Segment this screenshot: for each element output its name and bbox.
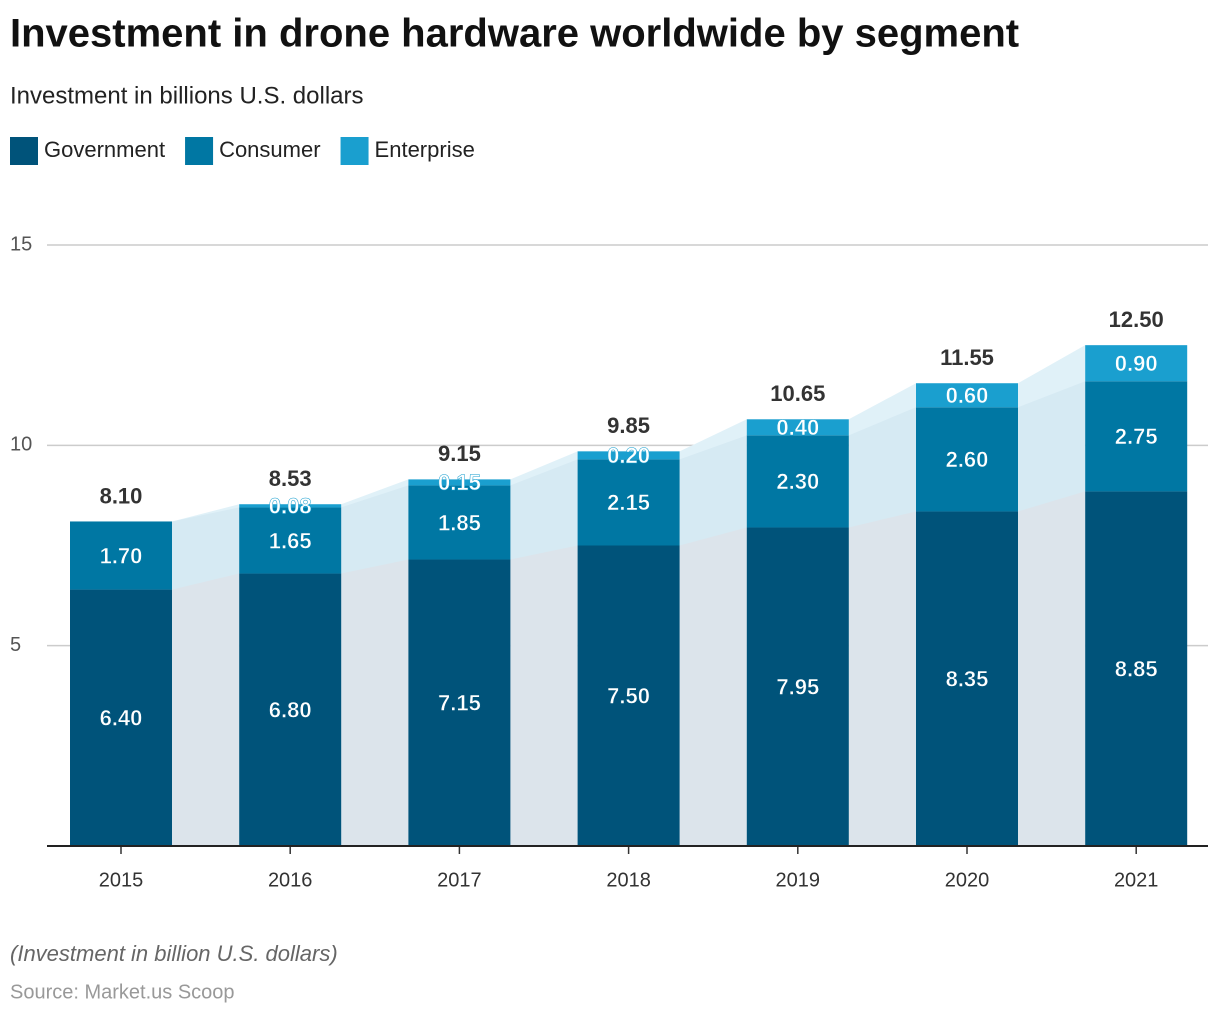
bar-segment bbox=[70, 521, 172, 590]
total-label: 12.50 bbox=[1109, 307, 1164, 332]
legend-swatch bbox=[10, 137, 38, 165]
chart-title: Investment in drone hardware worldwide b… bbox=[10, 12, 1019, 56]
x-tick-label: 2019 bbox=[776, 869, 821, 891]
bar-segment bbox=[916, 511, 1018, 846]
bar-segment bbox=[916, 383, 1018, 408]
value-label: 6.80 bbox=[269, 698, 312, 723]
total-label: 9.15 bbox=[438, 441, 481, 466]
connector-area bbox=[172, 573, 240, 846]
value-label: 2.60 bbox=[946, 447, 989, 472]
bar-segment bbox=[916, 407, 1018, 512]
bar-segment bbox=[408, 485, 511, 560]
value-label: 2.75 bbox=[1115, 424, 1158, 449]
total-label: 9.85 bbox=[607, 413, 650, 438]
x-tick-label: 2021 bbox=[1114, 869, 1159, 891]
value-label: 8.35 bbox=[946, 667, 989, 692]
x-tick-label: 2018 bbox=[606, 869, 651, 891]
y-tick-label: 10 bbox=[10, 434, 32, 456]
legend-label: Consumer bbox=[219, 137, 320, 162]
connector-area bbox=[679, 527, 747, 846]
value-label: 7.15 bbox=[438, 691, 481, 716]
connector-area bbox=[848, 511, 916, 846]
value-label: 0.40 bbox=[776, 415, 819, 440]
value-label: 7.95 bbox=[776, 675, 819, 700]
bar-segment bbox=[746, 419, 849, 436]
value-label: 7.50 bbox=[607, 684, 650, 709]
bar-segment bbox=[577, 451, 680, 460]
legend-label: Government bbox=[44, 137, 165, 162]
legend-swatch bbox=[340, 137, 369, 165]
total-label: 11.55 bbox=[940, 345, 994, 370]
connector-area bbox=[341, 559, 409, 846]
value-label: 1.70 bbox=[100, 543, 143, 568]
bar-segment bbox=[239, 507, 342, 574]
value-label: 0.08 bbox=[269, 494, 312, 519]
bar-segment bbox=[408, 559, 511, 846]
value-label: 0.20 bbox=[607, 443, 650, 468]
x-tick-label: 2016 bbox=[268, 869, 313, 891]
chart-subtitle: Investment in billions U.S. dollars bbox=[10, 82, 363, 109]
bar-segment bbox=[408, 479, 511, 486]
x-tick-label: 2020 bbox=[945, 869, 990, 891]
y-tick-label: 5 bbox=[10, 634, 21, 656]
bar-segment bbox=[1085, 491, 1188, 846]
total-label: 8.53 bbox=[269, 466, 312, 491]
value-label: 0.60 bbox=[946, 383, 989, 408]
x-tick-label: 2015 bbox=[99, 869, 144, 891]
total-label: 10.65 bbox=[770, 381, 825, 406]
value-label: 1.65 bbox=[269, 528, 312, 553]
value-label: 1.85 bbox=[438, 510, 481, 535]
total-label: 8.10 bbox=[100, 483, 143, 508]
connector-area bbox=[1018, 491, 1086, 846]
bar-segment bbox=[239, 504, 342, 508]
value-label: 6.40 bbox=[100, 706, 143, 731]
bar-segment bbox=[1085, 381, 1188, 492]
bar-segment bbox=[746, 527, 849, 846]
bar-segment bbox=[239, 573, 342, 846]
x-tick-label: 2017 bbox=[437, 869, 482, 891]
bar-segment bbox=[577, 545, 680, 846]
value-label: 2.30 bbox=[776, 469, 819, 494]
bar-segment bbox=[1085, 345, 1188, 382]
value-label: 8.85 bbox=[1115, 657, 1158, 682]
value-label: 0.15 bbox=[438, 470, 481, 495]
value-label: 2.15 bbox=[607, 490, 650, 515]
value-label: 0.90 bbox=[1115, 351, 1158, 376]
bar-segment bbox=[746, 435, 849, 528]
source: Source: Market.us Scoop bbox=[10, 981, 235, 1003]
bar-segment bbox=[70, 589, 172, 846]
legend-label: Enterprise bbox=[375, 137, 475, 162]
y-tick-label: 15 bbox=[10, 233, 32, 255]
note: (Investment in billion U.S. dollars) bbox=[10, 941, 338, 966]
bar-segment bbox=[577, 459, 680, 546]
connector-area bbox=[510, 545, 578, 846]
legend-swatch bbox=[185, 137, 214, 165]
